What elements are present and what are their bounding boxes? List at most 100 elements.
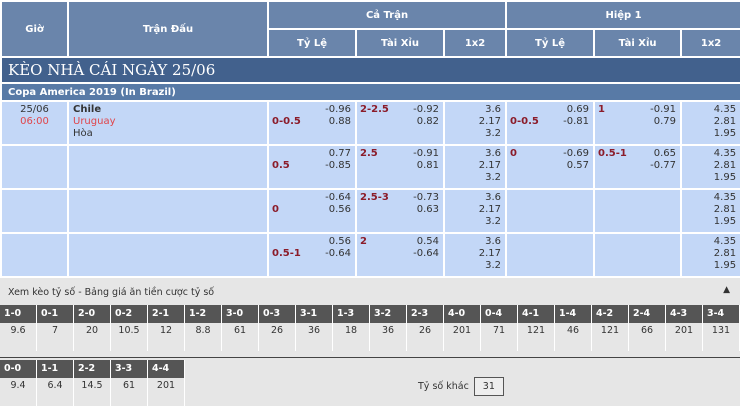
score-cell[interactable]: 2-4 66 [629,305,666,351]
score-cell[interactable]: 1-4 46 [555,305,592,351]
score-odds[interactable]: 14.5 [81,380,103,391]
score-cell[interactable]: 2-1 12 [148,305,185,351]
score-cell[interactable]: 0-1 7 [37,305,74,351]
score-cell[interactable]: 0-0 9.4 [0,360,37,406]
score-odds[interactable]: 121 [600,325,620,336]
score-cell[interactable]: 2-2 14.5 [74,360,111,406]
h1-1x2-home[interactable]: 4.35 [713,148,737,159]
h1-over-under-odds-1[interactable]: 0.65 [653,148,677,159]
score-odds[interactable]: 9.4 [10,380,26,391]
score-odds[interactable]: 61 [122,380,136,391]
ft-over-under-odds-2[interactable]: 0.81 [416,160,439,171]
h1-1x2-draw[interactable]: 1.95 [713,216,737,227]
score-cell[interactable]: 3-4 131 [703,305,740,351]
score-odds[interactable]: 8.8 [195,325,211,336]
ft-handicap[interactable]: 0 -0.64 0.56 [267,188,357,234]
h1-over-under[interactable]: 0.5-1 0.65 -0.77 [593,144,683,190]
ft-over-under-odds-1[interactable]: 0.54 [416,236,439,247]
h1-handicap-odds-1[interactable]: 0.69 [566,104,590,115]
ft-1x2-home[interactable]: 3.6 [485,148,502,159]
score-cell[interactable]: 0-3 26 [259,305,296,351]
score-odds[interactable]: 46 [566,325,580,336]
ft-over-under[interactable]: 2-2.5 -0.92 0.82 [355,100,445,146]
ft-handicap-odds-2[interactable]: -0.85 [325,160,351,171]
score-odds[interactable]: 201 [156,380,176,391]
ft-1x2-draw[interactable]: 3.2 [485,260,502,271]
ft-1x2-away[interactable]: 2.17 [478,116,502,127]
score-cell[interactable]: 1-2 8.8 [185,305,222,351]
ft-handicap-odds-1[interactable]: -0.64 [325,192,351,203]
score-odds[interactable]: 121 [526,325,546,336]
other-score-value[interactable]: 31 [473,377,504,396]
ft-handicap-odds-1[interactable]: 0.56 [328,236,351,247]
h1-over-under-odds-2[interactable]: -0.77 [650,160,677,171]
score-odds[interactable]: 26 [270,325,284,336]
h1-1x2-draw[interactable]: 1.95 [713,128,737,139]
ft-1x2-draw[interactable]: 3.2 [485,128,502,139]
h1-1x2-away[interactable]: 2.81 [713,248,737,259]
ft-1x2-draw[interactable]: 3.2 [485,216,502,227]
ft-over-under-odds-1[interactable]: -0.92 [413,104,439,115]
score-cell[interactable]: 3-3 61 [111,360,148,406]
ft-handicap-odds-2[interactable]: -0.64 [325,248,351,259]
h1-1x2-draw[interactable]: 1.95 [713,260,737,271]
score-odds[interactable]: 12 [159,325,173,336]
ft-handicap-odds-1[interactable]: -0.96 [325,104,351,115]
ft-handicap-odds-1[interactable]: 0.77 [328,148,351,159]
h1-over-under-odds-1[interactable]: -0.91 [650,104,677,115]
score-odds[interactable]: 131 [711,325,731,336]
score-odds[interactable]: 20 [85,325,99,336]
h1-1x2-draw[interactable]: 1.95 [713,172,737,183]
score-odds[interactable]: 201 [452,325,472,336]
score-cell[interactable]: 0-2 10.5 [111,305,148,351]
score-odds[interactable]: 6.4 [47,380,63,391]
h1-handicap-odds-1[interactable]: -0.69 [563,148,590,159]
ft-over-under[interactable]: 2 0.54 -0.64 [355,232,445,278]
ft-over-under[interactable]: 2.5-3 -0.73 0.63 [355,188,445,234]
ft-over-under-odds-1[interactable]: -0.73 [413,192,439,203]
h1-1x2-home[interactable]: 4.35 [713,104,737,115]
score-cell[interactable]: 2-3 26 [407,305,444,351]
score-odds[interactable]: 10.5 [118,325,140,336]
ft-1x2-away[interactable]: 2.17 [478,248,502,259]
h1-handicap-odds-2[interactable]: 0.57 [566,160,590,171]
ft-over-under-odds-1[interactable]: -0.91 [413,148,439,159]
ft-handicap-odds-2[interactable]: 0.88 [328,116,351,127]
h1-1x2-home[interactable]: 4.35 [713,192,737,203]
h1-over-under[interactable]: 1 -0.91 0.79 [593,100,683,146]
home-team[interactable]: Chile [73,104,102,115]
score-cell[interactable]: 4-0 201 [444,305,481,351]
score-cell[interactable]: 1-0 9.6 [0,305,37,351]
score-odds[interactable]: 26 [418,325,432,336]
score-odds[interactable]: 9.6 [10,325,26,336]
ft-over-under-odds-2[interactable]: 0.82 [416,116,439,127]
score-odds[interactable]: 36 [381,325,395,336]
score-odds[interactable]: 66 [640,325,654,336]
score-cell[interactable]: 1-3 18 [333,305,370,351]
h1-handicap[interactable]: 0-0.5 0.69 -0.81 [505,100,596,146]
ft-handicap[interactable]: 0-0.5 -0.96 0.88 [267,100,357,146]
h1-1x2-away[interactable]: 2.81 [713,116,737,127]
score-odds[interactable]: 36 [307,325,321,336]
score-odds[interactable]: 201 [674,325,694,336]
ft-over-under-odds-2[interactable]: -0.64 [413,248,439,259]
league-name[interactable]: Copa America 2019 (In Brazil) [0,82,740,102]
ft-1x2-away[interactable]: 2.17 [478,204,502,215]
score-odds[interactable]: 18 [344,325,358,336]
ft-handicap-odds-2[interactable]: 0.56 [328,204,351,215]
ft-over-under[interactable]: 2.5 -0.91 0.81 [355,144,445,190]
score-odds[interactable]: 7 [51,325,59,336]
score-cell[interactable]: 4-2 121 [592,305,629,351]
score-cell[interactable]: 0-4 71 [481,305,518,351]
score-cell[interactable]: 1-1 6.4 [37,360,74,406]
correct-score-title[interactable]: Xem kèo tỷ số - Bảng giá ăn tiền cược tỷ… [8,287,215,298]
ft-1x2-away[interactable]: 2.17 [478,160,502,171]
ft-handicap[interactable]: 0.5 0.77 -0.85 [267,144,357,190]
ft-handicap[interactable]: 0.5-1 0.56 -0.64 [267,232,357,278]
ft-1x2-home[interactable]: 3.6 [485,192,502,203]
h1-over-under-odds-2[interactable]: 0.79 [653,116,677,127]
score-cell[interactable]: 3-1 36 [296,305,333,351]
h1-1x2-away[interactable]: 2.81 [713,204,737,215]
score-odds[interactable]: 71 [492,325,506,336]
score-cell[interactable]: 4-3 201 [666,305,703,351]
